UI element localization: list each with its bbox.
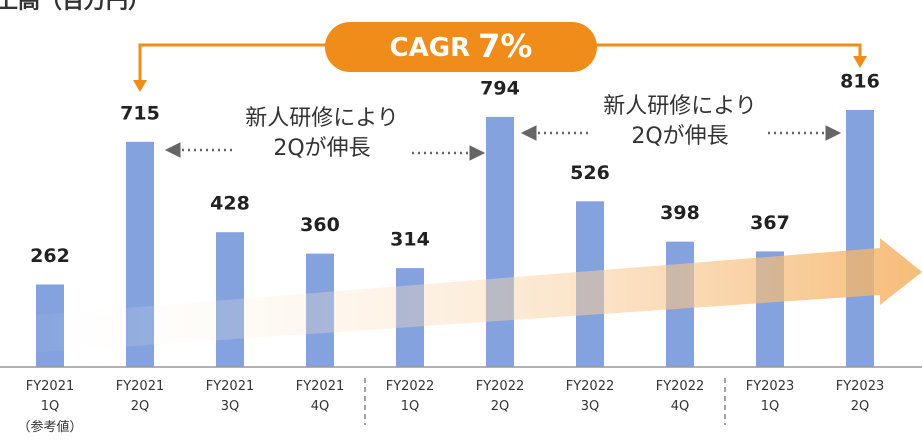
arrow-head <box>133 80 147 92</box>
arrow-head <box>825 125 842 141</box>
reference-note: （参考値） <box>17 420 83 435</box>
data-label: 360 <box>300 214 340 236</box>
arrow-head <box>164 142 181 158</box>
data-label: 816 <box>840 70 880 92</box>
trend-arrow <box>0 238 922 355</box>
cagr-text: CAGR 7% <box>390 27 533 65</box>
annotation: 新人研修により 2Qが伸長 <box>603 94 757 149</box>
data-label: 398 <box>660 202 700 224</box>
cagr-badge <box>325 22 597 72</box>
x-tick-label: FY2022 4Q <box>655 379 705 414</box>
note-arrows <box>164 125 842 161</box>
data-label: 794 <box>480 77 520 99</box>
x-tick-label: FY2022 2Q <box>475 379 525 414</box>
x-tick-label: FY2023 2Q <box>835 379 885 414</box>
data-label: 367 <box>750 212 790 234</box>
bar <box>846 109 874 368</box>
x-tick-label: FY2021 3Q <box>205 379 255 414</box>
annotation: 新人研修により 2Qが伸長 <box>245 106 399 161</box>
x-tick-label: FY2021 2Q <box>115 379 165 414</box>
arrow-head <box>520 125 537 141</box>
arrow-head <box>853 56 867 68</box>
x-tick-label: FY2023 1Q <box>745 379 795 414</box>
chart-title: 上高（百万円） <box>0 0 150 14</box>
data-label: 428 <box>210 193 250 215</box>
x-tick-label: FY2021 4Q <box>295 379 345 414</box>
data-label: 314 <box>390 229 430 251</box>
data-label: 715 <box>120 102 160 124</box>
x-tick-label: FY2022 3Q <box>565 379 615 414</box>
data-label: 526 <box>570 162 610 184</box>
arrow-head <box>469 145 486 161</box>
cagr-value: 7% <box>478 27 532 65</box>
x-tick-label: FY2021 1Q <box>25 379 75 414</box>
data-label: 262 <box>30 245 70 267</box>
x-tick-label: FY2022 1Q <box>385 379 435 414</box>
cagr-label: CAGR <box>390 33 471 63</box>
bar <box>486 116 514 367</box>
